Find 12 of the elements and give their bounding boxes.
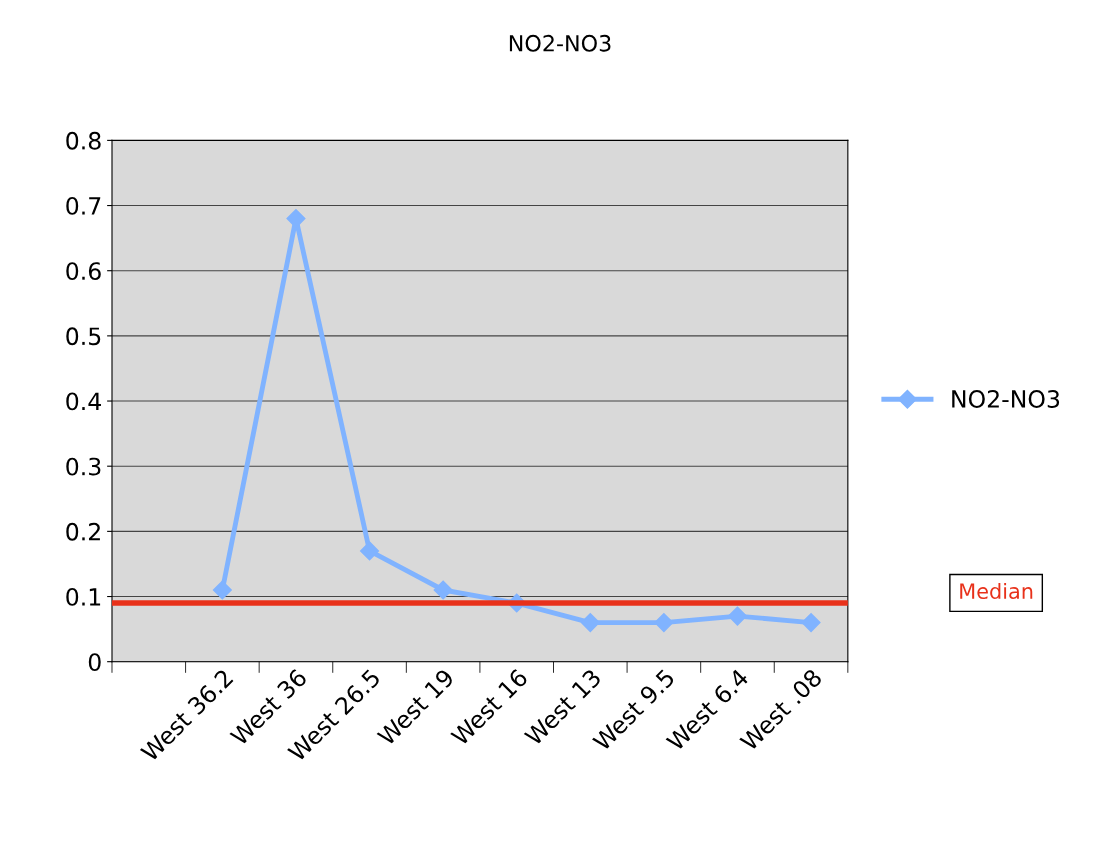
y-tick-label: 0.2 bbox=[66, 522, 100, 541]
y-tick-label: 0.4 bbox=[66, 392, 101, 411]
ref-line-label: Median bbox=[960, 582, 1033, 599]
y-tick-label: 0.1 bbox=[66, 587, 101, 606]
y-tick-label: 0 bbox=[88, 653, 101, 671]
chart-title: NO2-NO3 bbox=[509, 34, 611, 52]
y-tick-label: 0.3 bbox=[66, 457, 101, 476]
y-tick-label: 0.6 bbox=[66, 262, 101, 281]
y-tick-label: 0.7 bbox=[66, 196, 101, 215]
legend-label: NO2-NO3 bbox=[952, 390, 1060, 408]
y-tick-label: 0.8 bbox=[66, 131, 101, 150]
y-tick-label: 0.5 bbox=[66, 327, 101, 346]
